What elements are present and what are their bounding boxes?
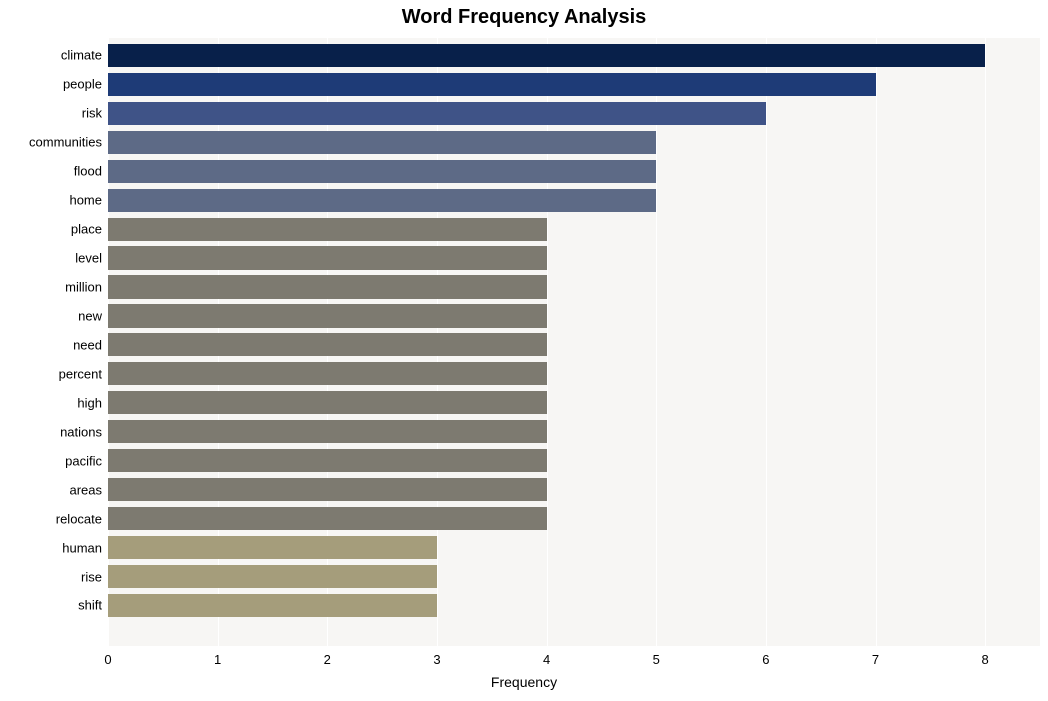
bar	[108, 478, 547, 501]
x-tick-label: 1	[214, 646, 221, 667]
bar	[108, 594, 437, 617]
y-tick-label: relocate	[56, 511, 108, 526]
x-tick-label: 6	[762, 646, 769, 667]
bar	[108, 246, 547, 269]
bar	[108, 536, 437, 559]
bar	[108, 131, 656, 154]
y-tick-label: climate	[61, 48, 108, 63]
y-tick-label: home	[69, 193, 108, 208]
y-tick-label: people	[63, 77, 108, 92]
bar	[108, 420, 547, 443]
y-tick-label: percent	[59, 366, 108, 381]
y-tick-label: new	[78, 308, 108, 323]
bar	[108, 362, 547, 385]
y-tick-label: risk	[82, 106, 108, 121]
bar	[108, 73, 876, 96]
grid-line	[985, 38, 986, 646]
y-tick-label: high	[77, 395, 108, 410]
bar	[108, 565, 437, 588]
y-tick-label: communities	[29, 135, 108, 150]
grid-line	[766, 38, 767, 646]
bar	[108, 275, 547, 298]
y-tick-label: areas	[69, 482, 108, 497]
bar	[108, 507, 547, 530]
y-tick-label: need	[73, 337, 108, 352]
bar	[108, 218, 547, 241]
y-tick-label: shift	[78, 598, 108, 613]
bar	[108, 189, 656, 212]
x-tick-label: 3	[433, 646, 440, 667]
y-tick-label: level	[75, 251, 108, 266]
bar	[108, 160, 656, 183]
grid-line	[876, 38, 877, 646]
y-tick-label: flood	[74, 164, 108, 179]
plot-area: 012345678climatepeopleriskcommunitiesflo…	[108, 38, 1040, 646]
x-tick-label: 0	[104, 646, 111, 667]
x-tick-label: 8	[982, 646, 989, 667]
bar	[108, 304, 547, 327]
x-tick-label: 4	[543, 646, 550, 667]
y-tick-label: million	[65, 279, 108, 294]
y-tick-label: nations	[60, 424, 108, 439]
grid-line	[656, 38, 657, 646]
x-tick-label: 2	[324, 646, 331, 667]
y-tick-label: rise	[81, 569, 108, 584]
bar	[108, 449, 547, 472]
bar	[108, 391, 547, 414]
bar	[108, 333, 547, 356]
grid-line	[547, 38, 548, 646]
x-tick-label: 5	[653, 646, 660, 667]
y-tick-label: human	[62, 540, 108, 555]
chart-title: Word Frequency Analysis	[0, 6, 1048, 29]
chart-container: Word Frequency Analysis 012345678climate…	[0, 0, 1048, 701]
x-tick-label: 7	[872, 646, 879, 667]
y-tick-label: pacific	[65, 453, 108, 468]
bar	[108, 44, 985, 67]
y-tick-label: place	[71, 222, 108, 237]
x-axis-label: Frequency	[491, 674, 557, 690]
bar	[108, 102, 766, 125]
